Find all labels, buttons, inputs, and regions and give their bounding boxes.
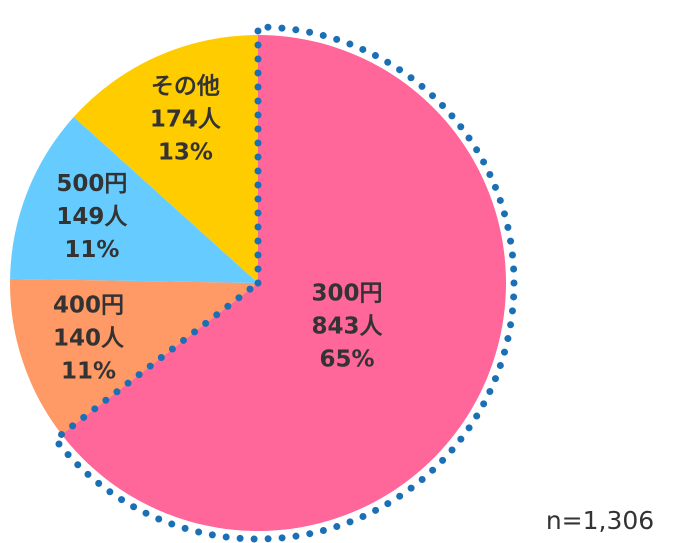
slice-value-label: 140人	[53, 326, 125, 352]
slice-value-label: 843人	[312, 313, 384, 339]
slice-category-label: 300円	[312, 280, 383, 306]
slice-percent-label: 11%	[64, 237, 119, 263]
pie-slice	[10, 278, 259, 435]
slice-category-label: その他	[151, 73, 220, 99]
slice-category-label: 500円	[56, 171, 127, 197]
pie-slice	[73, 35, 258, 283]
slice-percent-label: 13%	[158, 139, 213, 165]
slice-percent-label: 65%	[319, 346, 374, 372]
sample-size-note: n=1,306	[546, 506, 654, 535]
slice-category-label: 400円	[53, 293, 124, 319]
slice-percent-label: 11%	[61, 359, 116, 385]
pie-slice	[61, 35, 506, 531]
slice-value-label: 174人	[150, 106, 222, 132]
pie-slice	[10, 116, 259, 283]
slice-value-label: 149人	[56, 204, 128, 230]
